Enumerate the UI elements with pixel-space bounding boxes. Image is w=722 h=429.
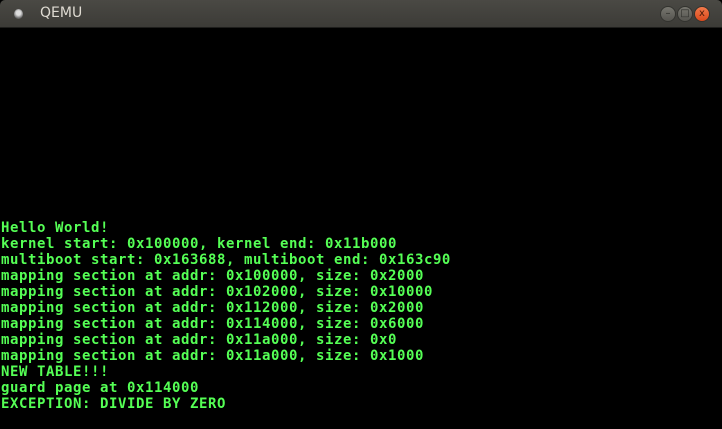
console-line: mapping section at addr: 0x11a000, size:… xyxy=(1,332,397,348)
title-bar[interactable]: QEMU – □ x xyxy=(0,0,722,28)
console-line: mapping section at addr: 0x11a000, size:… xyxy=(1,348,424,364)
console-line: EXCEPTION: DIVIDE BY ZERO xyxy=(1,396,226,412)
console-line: kernel start: 0x100000, kernel end: 0x11… xyxy=(1,236,397,252)
console-line: multiboot start: 0x163688, multiboot end… xyxy=(1,252,451,268)
minimize-button[interactable]: – xyxy=(660,6,676,22)
maximize-button[interactable]: □ xyxy=(677,6,693,22)
window-title: QEMU xyxy=(40,5,83,21)
console-line: guard page at 0x114000 xyxy=(1,380,199,396)
qemu-app-icon xyxy=(14,9,23,19)
console-line: mapping section at addr: 0x102000, size:… xyxy=(1,284,433,300)
vm-display[interactable]: Hello World! kernel start: 0x100000, ker… xyxy=(0,28,722,429)
close-button[interactable]: x xyxy=(694,6,710,22)
console-line: NEW TABLE!!! xyxy=(1,364,109,380)
console-line: mapping section at addr: 0x100000, size:… xyxy=(1,268,424,284)
console-line: mapping section at addr: 0x112000, size:… xyxy=(1,300,424,316)
console-line: Hello World! xyxy=(1,220,109,236)
console-output: Hello World! kernel start: 0x100000, ker… xyxy=(1,220,451,412)
console-line: mapping section at addr: 0x114000, size:… xyxy=(1,316,424,332)
